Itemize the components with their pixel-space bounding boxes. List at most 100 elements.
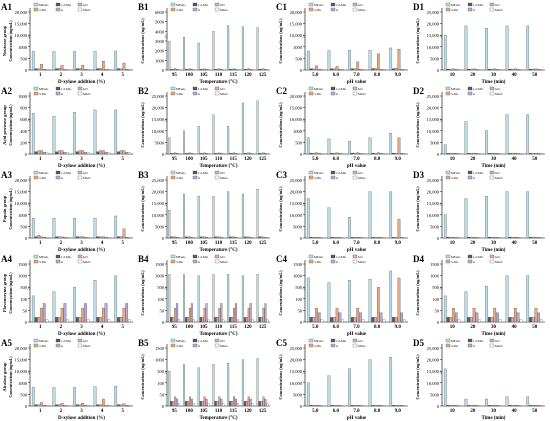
bar-B2-MEAG-120 bbox=[241, 102, 244, 155]
legend-label: G bbox=[61, 344, 64, 348]
ytick-label: 20,000 bbox=[152, 190, 165, 196]
legend-swatch bbox=[33, 2, 39, 7]
bar-C4-MEAG-5.0 bbox=[306, 277, 310, 323]
axis-break: // bbox=[303, 119, 306, 124]
bar-B4-MEAG-110 bbox=[212, 274, 215, 323]
bar-D3-1,2-MG-20 bbox=[467, 236, 470, 239]
ytick-label: 5000 bbox=[155, 20, 165, 25]
legend-swatch bbox=[489, 91, 495, 96]
bar-D4-GO-40 bbox=[511, 317, 514, 323]
bar-A2-3-DG-1 bbox=[40, 150, 43, 155]
bar-B1-1,2-MG-115 bbox=[229, 69, 232, 71]
panel-id-B1: B1 bbox=[138, 2, 149, 12]
legend-label: 3-DG bbox=[176, 260, 184, 264]
bar-D1-1,2-MG-20 bbox=[467, 68, 470, 71]
bar-B2-1,2-MG-125 bbox=[258, 153, 261, 155]
bar-B1-1,2-MG-125 bbox=[258, 69, 261, 71]
bar-C2-MEAG-6.0 bbox=[327, 138, 331, 155]
xtick-label: 115 bbox=[230, 73, 238, 78]
ytick-label: 500 bbox=[157, 369, 165, 374]
bar-A3-GO-1 bbox=[37, 235, 41, 239]
bar-B1-G-105 bbox=[205, 69, 208, 71]
legend-swatch bbox=[330, 254, 336, 259]
bar-D3-MEAG-40 bbox=[505, 191, 509, 239]
legend-label: MEAG bbox=[451, 255, 461, 259]
bar-A5-G-3 bbox=[84, 405, 87, 407]
ytick-label: 100 bbox=[157, 381, 165, 386]
x-axis-label: D-xylose addition (%) bbox=[58, 80, 105, 85]
bar-A3-MEAG-4 bbox=[93, 217, 97, 239]
bar-C2-1,2-MG-8.0 bbox=[371, 152, 375, 155]
ytick-label: 25,000 bbox=[152, 178, 165, 184]
legend-swatch bbox=[352, 86, 358, 91]
ytick-label: 5000 bbox=[430, 140, 440, 145]
bar-A1-MEAG-3 bbox=[73, 51, 76, 71]
bar-D4-3-DG-30 bbox=[493, 307, 497, 323]
bar-C4-1,2-MG-6.0 bbox=[330, 317, 333, 323]
legend-label: 3-DG bbox=[39, 92, 47, 96]
bar-C1-G-6.0 bbox=[338, 69, 342, 71]
legend-swatch bbox=[192, 91, 198, 96]
bar-C2-GO-6.0 bbox=[333, 152, 336, 155]
xtick-label: 9.0 bbox=[395, 241, 402, 246]
bar-B3-MEAG-110 bbox=[212, 196, 215, 239]
bar-B5-GO-115 bbox=[231, 401, 234, 407]
bar-B2-3-DG-105 bbox=[203, 152, 206, 155]
ytick-label: 0 bbox=[300, 236, 303, 241]
xtick-label: 110 bbox=[215, 325, 223, 330]
bar-D2-3-DG-20 bbox=[472, 152, 476, 155]
bar-B2-MEAG-115 bbox=[227, 126, 230, 155]
legend-label: MEAG bbox=[176, 339, 186, 343]
bar-B4-1,2-MG-95 bbox=[170, 317, 173, 323]
legend-label: MEAG bbox=[176, 255, 186, 259]
xtick-label: 6.0 bbox=[333, 157, 340, 162]
bar-C4-1,2-MG-7.0 bbox=[350, 317, 354, 323]
bar-A3-G-4 bbox=[104, 236, 108, 239]
bar-C1-1,2-MG-5.0 bbox=[309, 68, 313, 71]
xtick-label: 5 bbox=[121, 409, 124, 414]
xtick-label: 7.0 bbox=[353, 73, 360, 78]
panel-id-A5: A5 bbox=[1, 338, 12, 348]
bar-B2-1,2-MG-105 bbox=[199, 153, 202, 155]
legend-swatch bbox=[77, 338, 83, 343]
panel-id-C3: C3 bbox=[276, 170, 287, 180]
bar-D2-3-DG-30 bbox=[493, 152, 497, 155]
bar-D5-GO-40 bbox=[511, 405, 514, 407]
y-axis-label: Concentrations (ng/mL) bbox=[8, 104, 13, 146]
bar-B3-G-125 bbox=[264, 237, 267, 239]
panel-id-D1: D1 bbox=[413, 2, 424, 12]
bar-B3-GO-95 bbox=[172, 236, 175, 239]
xtick-label: 100 bbox=[185, 241, 193, 246]
bar-A2-GO-3 bbox=[78, 150, 82, 155]
legend-label: 1,2-MG bbox=[473, 339, 484, 344]
bar-D2-G-40 bbox=[516, 153, 520, 155]
legend-swatch bbox=[77, 259, 83, 264]
bar-A4-MGO-3 bbox=[86, 319, 90, 323]
bar-B2-MEAG-105 bbox=[197, 126, 200, 155]
legend-label: G bbox=[61, 92, 64, 96]
bar-B5-MGO-125 bbox=[266, 403, 269, 407]
legend-label: MGO bbox=[83, 92, 91, 96]
bar-B4-MGO-100 bbox=[192, 319, 195, 323]
ytick-label: 0 bbox=[300, 68, 303, 73]
ytick-label: 15,000 bbox=[15, 22, 28, 28]
legend-label: GO bbox=[358, 339, 363, 343]
xtick-label: 105 bbox=[200, 325, 208, 330]
bar-D5-GO-20 bbox=[470, 405, 473, 407]
ytick-label: 100 bbox=[157, 297, 165, 302]
bar-B5-1,2-MG-110 bbox=[214, 401, 217, 407]
bar-A2-1,2-MG-3 bbox=[75, 151, 79, 155]
xtick-label: 50 bbox=[532, 157, 538, 162]
legend-swatch bbox=[352, 338, 358, 343]
legend-label: GO bbox=[83, 3, 88, 7]
bar-B3-3-DG-95 bbox=[174, 236, 177, 239]
bar-B2-GO-120 bbox=[245, 152, 248, 155]
xtick-label: 8.0 bbox=[374, 157, 381, 162]
bar-A2-1,2-MG-5 bbox=[117, 151, 120, 155]
legend-swatch bbox=[214, 86, 220, 91]
legend-swatch bbox=[445, 175, 451, 180]
xtick-label: 8.0 bbox=[374, 241, 381, 246]
bar-B2-G-100 bbox=[190, 153, 193, 155]
